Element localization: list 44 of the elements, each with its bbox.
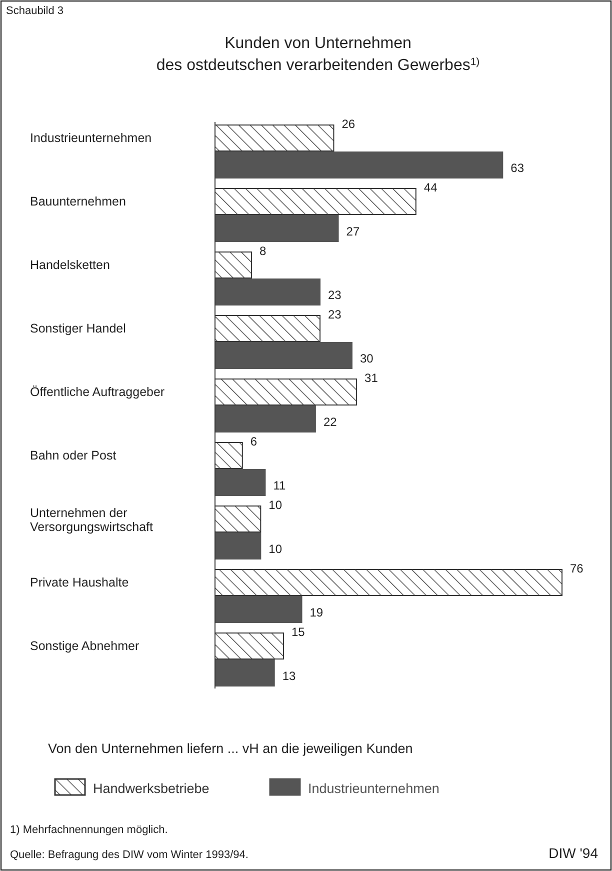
bar [214,406,316,432]
data-label: 44 [424,180,438,194]
data-label: 27 [346,224,360,238]
bar [214,215,339,242]
y-tick-label: Bahn oder Post [30,448,117,462]
bar [214,596,302,623]
data-label: 10 [268,498,282,512]
legend-label: Industrieunternehmen [308,781,440,796]
bar [214,532,262,560]
x-axis-title: Von den Unternehmen liefern ... vH an die jeweiligen Kunden [48,741,413,756]
data-label: 63 [510,161,524,175]
y-tick-label: Handelsketten [30,258,110,272]
y-tick-label: Sonstiger Handel [30,322,126,336]
data-label: 8 [260,244,267,258]
data-label: 30 [360,352,374,366]
data-label: 23 [328,308,342,322]
source-note: Quelle: Befragung des DIW vom Winter 1993/94. [10,849,248,861]
data-label: 76 [570,562,584,576]
text: 1) Mehrfachnennungen möglich. [10,824,168,836]
text: DIW '94 [548,845,598,861]
data-label: 19 [310,606,324,620]
y-tick-label: Bauunternehmen [30,194,126,208]
y-tick-label: Private Haushalte [30,576,129,590]
y-tick-label: Industrieunternehmen [30,131,152,145]
data-label: 31 [364,371,378,385]
data-label: 10 [268,542,282,556]
data-label: 23 [328,288,342,302]
data-label: 11 [273,478,286,492]
data-label: 15 [291,625,306,639]
data-label: 26 [342,117,356,131]
y-tick-label: Öffentliche Auftraggeber [30,385,165,399]
bar [214,660,275,686]
y-tick-label: Sonstige Abnehmer [30,639,140,653]
text: Schaubild 3 [6,5,64,17]
data-label: 6 [250,434,258,448]
bar [214,278,321,306]
y-tick-label: Unternehmen der Versorgungswirtschaft [30,506,154,534]
bar [214,469,266,496]
chart-title: Kunden von Unternehmen des ostdeutschen verarbeitenden Gewerbes$^{1)}$ [156,35,480,74]
data-label: 13 [282,669,296,683]
text: Handwerksbetriebe [93,781,210,796]
bar [214,342,352,369]
bar [214,152,504,178]
data-label: 22 [323,415,338,429]
